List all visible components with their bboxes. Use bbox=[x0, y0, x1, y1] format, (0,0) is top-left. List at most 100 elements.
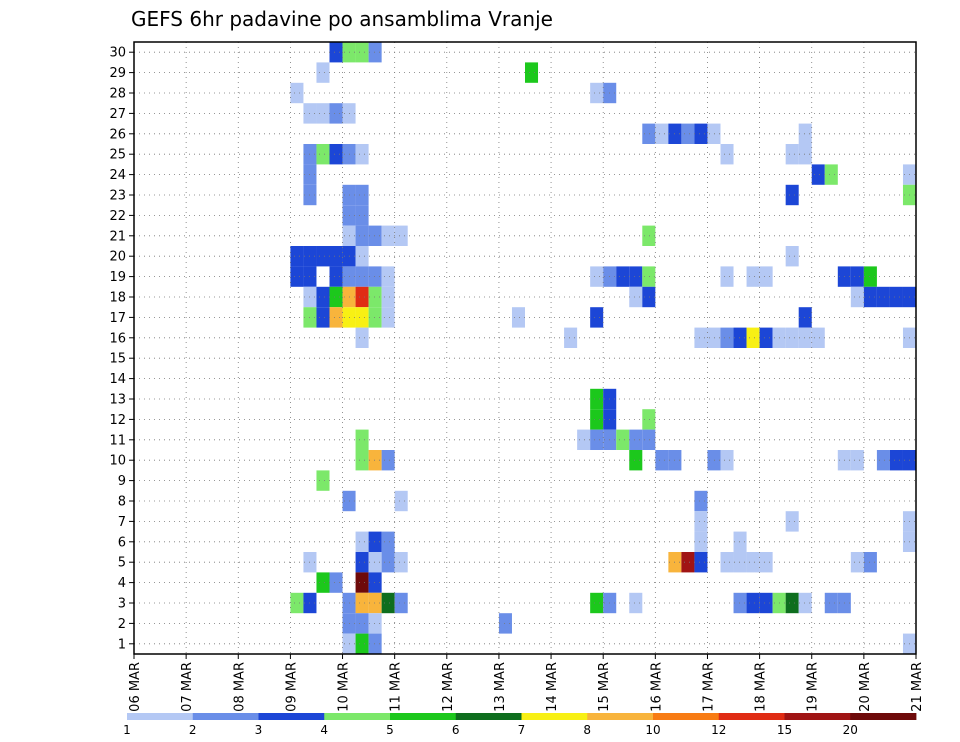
colorbar-swatch bbox=[850, 713, 917, 720]
heatmap-cell bbox=[655, 123, 669, 144]
y-tick-label: 13 bbox=[109, 393, 126, 408]
colorbar-label: 1 bbox=[123, 723, 131, 737]
heatmap-cell bbox=[368, 225, 382, 246]
heatmap-cell bbox=[511, 307, 525, 328]
heatmap-cell bbox=[290, 592, 304, 614]
heatmap-cell bbox=[733, 327, 747, 348]
heatmap-cell bbox=[381, 266, 395, 287]
colorbar-swatch bbox=[192, 713, 259, 720]
x-tick-label: 19 MAR bbox=[806, 662, 821, 712]
heatmap-cell bbox=[290, 82, 304, 104]
colorbar-swatch bbox=[258, 713, 325, 720]
colorbar-label: 4 bbox=[320, 723, 328, 737]
colorbar-swatch bbox=[390, 713, 457, 720]
y-tick-label: 3 bbox=[118, 597, 126, 612]
y-tick-label: 11 bbox=[109, 433, 126, 448]
y-tick-label: 22 bbox=[109, 209, 126, 224]
heatmap-cell bbox=[629, 286, 643, 308]
heatmap-cell bbox=[329, 266, 343, 287]
heatmap-cell bbox=[616, 266, 630, 287]
heatmap-cell bbox=[355, 42, 369, 63]
x-axis-ticks: 06 MAR 07 MAR 08 MAR 09 MAR 10 MAR 11 MAR 12 M… bbox=[128, 654, 925, 712]
heatmap-cell bbox=[316, 103, 330, 124]
heatmap-cell bbox=[590, 307, 604, 328]
y-tick-label: 15 bbox=[109, 352, 126, 367]
heatmap-cell bbox=[316, 572, 330, 593]
heatmap-cell bbox=[629, 592, 643, 614]
y-tick-label: 25 bbox=[109, 148, 126, 163]
heatmap-cell bbox=[863, 286, 877, 308]
heatmap-cell bbox=[381, 531, 395, 552]
x-tick-label: 10 MAR bbox=[337, 662, 352, 712]
y-tick-label: 14 bbox=[109, 372, 126, 387]
colorbar-swatch bbox=[455, 713, 522, 720]
plot-frame bbox=[133, 41, 917, 655]
heatmap-cell bbox=[798, 592, 812, 614]
y-tick-label: 20 bbox=[109, 250, 126, 265]
y-tick-label: 18 bbox=[109, 291, 126, 306]
heatmap-cell bbox=[394, 225, 408, 246]
heatmap-cell bbox=[746, 327, 760, 348]
y-tick-label: 8 bbox=[118, 495, 126, 510]
colorbar-label: 15 bbox=[777, 723, 792, 737]
heatmap-cell bbox=[694, 511, 708, 532]
colorbar-swatch bbox=[587, 713, 654, 720]
heatmap-cell bbox=[355, 266, 369, 287]
heatmap-cell bbox=[316, 307, 330, 328]
heatmap-cell bbox=[316, 246, 330, 267]
heatmap-cell bbox=[785, 144, 799, 165]
heatmap-cell bbox=[850, 286, 864, 308]
y-tick-label: 2 bbox=[118, 617, 126, 632]
heatmap-cell bbox=[785, 511, 799, 532]
heatmap-cell bbox=[355, 633, 369, 654]
heatmap-cell bbox=[355, 184, 369, 206]
heatmap-cell bbox=[355, 307, 369, 328]
y-tick-label: 26 bbox=[109, 127, 126, 142]
heatmap-cell bbox=[394, 490, 408, 512]
y-tick-label: 10 bbox=[109, 454, 126, 469]
heatmap-cell bbox=[368, 633, 382, 654]
colorbar-swatch bbox=[653, 713, 720, 720]
colorbar-swatch bbox=[324, 713, 391, 720]
heatmap-cell bbox=[355, 613, 369, 634]
colorbar-label: 12 bbox=[711, 723, 726, 737]
heatmap-cell bbox=[785, 184, 799, 206]
heatmap-cell bbox=[876, 450, 890, 471]
heatmap-cell bbox=[590, 429, 604, 450]
heatmap-cell bbox=[368, 450, 382, 471]
heatmap-cell bbox=[381, 286, 395, 308]
heatmap-cell bbox=[824, 592, 838, 614]
heatmap-cell bbox=[394, 552, 408, 573]
heatmap-cell bbox=[381, 450, 395, 471]
heatmap-cell bbox=[746, 592, 760, 614]
gridlines bbox=[134, 42, 916, 654]
heatmap-cell bbox=[329, 42, 343, 63]
y-tick-label: 5 bbox=[118, 556, 126, 571]
colorbar-swatch bbox=[784, 713, 851, 720]
heatmap-cell bbox=[381, 225, 395, 246]
heatmap-cell bbox=[759, 592, 773, 614]
heatmap-cell bbox=[694, 327, 708, 348]
x-tick-label: 07 MAR bbox=[180, 662, 195, 712]
heatmap-cell bbox=[329, 286, 343, 308]
heatmap-cell bbox=[564, 327, 578, 348]
heatmap-cell bbox=[616, 429, 630, 450]
heatmap-cell bbox=[746, 266, 760, 287]
y-tick-label: 1 bbox=[118, 637, 126, 652]
heatmap-cell bbox=[889, 450, 903, 471]
heatmap-cell bbox=[329, 307, 343, 328]
heatmap-cell bbox=[733, 592, 747, 614]
y-tick-label: 7 bbox=[118, 515, 126, 530]
heatmap-cell bbox=[694, 490, 708, 512]
heatmap-cell bbox=[824, 164, 838, 185]
heatmap-cell bbox=[707, 123, 721, 144]
heatmap-cell bbox=[368, 592, 382, 614]
heatmap-cell bbox=[355, 552, 369, 573]
x-tick-label: 14 MAR bbox=[545, 662, 560, 712]
heatmap-cell bbox=[355, 327, 369, 348]
heatmap-cells bbox=[290, 42, 916, 654]
y-tick-label: 16 bbox=[109, 331, 126, 346]
heatmap-cell bbox=[876, 286, 890, 308]
y-tick-label: 28 bbox=[109, 87, 126, 102]
heatmap-cell bbox=[759, 266, 773, 287]
